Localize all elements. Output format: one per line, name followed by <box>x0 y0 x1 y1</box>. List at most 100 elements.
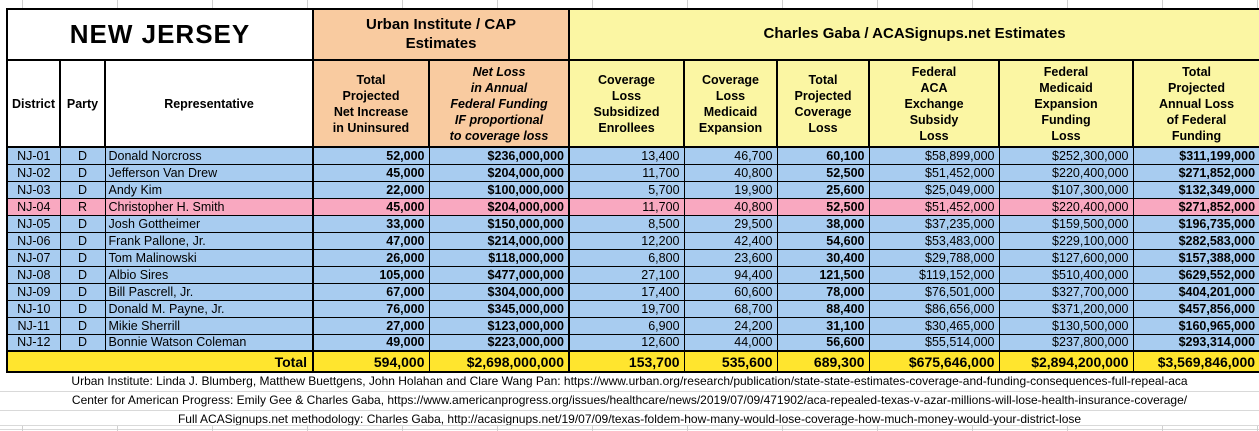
value-cell: 25,600 <box>776 180 870 199</box>
party-cell: D <box>59 282 106 301</box>
district-cell: NJ-05 <box>6 214 61 233</box>
representative-cell: Donald Norcross <box>104 146 314 165</box>
representative-cell: Frank Pallone, Jr. <box>104 231 314 250</box>
value-cell: $271,852,000 <box>1132 197 1259 216</box>
value-cell: 31,100 <box>776 316 870 335</box>
value-cell: 78,000 <box>776 282 870 301</box>
value-cell: 17,400 <box>568 282 685 301</box>
value-cell: $237,800,000 <box>998 333 1134 352</box>
value-cell: $196,735,000 <box>1132 214 1259 233</box>
value-cell: $107,300,000 <box>998 180 1134 199</box>
value-cell: $220,400,000 <box>998 163 1134 182</box>
col-header-medicaid-expansion-funding-loss: Federal Medicaid Expansion Funding Loss <box>998 59 1135 148</box>
district-cell: NJ-10 <box>6 299 61 318</box>
party-cell: R <box>59 197 106 216</box>
value-cell: 11,700 <box>568 197 685 216</box>
value-cell: $327,700,000 <box>998 282 1134 301</box>
state-title: NEW JERSEY <box>6 8 314 61</box>
district-row: NJ-08 D Albio Sires 105,000 $477,000,000 27,1… <box>6 265 1259 284</box>
footnote-urban-institute: Urban Institute: Linda J. Blumberg, Matt… <box>0 373 1259 392</box>
value-cell: $55,514,000 <box>868 333 1000 352</box>
value-cell: $477,000,000 <box>428 265 570 284</box>
col-header-party: Party <box>59 59 106 148</box>
value-cell: $629,552,000 <box>1132 265 1259 284</box>
district-row: NJ-04 R Christopher H. Smith 45,000 $204,000… <box>6 197 1259 216</box>
col-header-aca-exchange-subsidy-loss: Federal ACA Exchange Subsidy Loss <box>868 59 1001 148</box>
value-cell: 5,700 <box>568 180 685 199</box>
value-cell: 76,000 <box>312 299 430 318</box>
table-body: NJ-01 D Donald Norcross 52,000 $236,000,000 1… <box>6 146 1259 352</box>
party-cell: D <box>59 299 106 318</box>
representative-cell: Albio Sires <box>104 265 314 284</box>
district-cell: NJ-11 <box>6 316 61 335</box>
district-cell: NJ-03 <box>6 180 61 199</box>
footnote-center-american-progress: Center for American Progress: Emily Gee … <box>0 392 1259 411</box>
value-cell: 11,700 <box>568 163 685 182</box>
total-net-increase-uninsured: 594,000 <box>312 350 430 373</box>
district-row: NJ-05 D Josh Gottheimer 33,000 $150,000,000 8… <box>6 214 1259 233</box>
value-cell: 26,000 <box>312 248 430 267</box>
representative-cell: Andy Kim <box>104 180 314 199</box>
col-header-coverage-loss-subsidized: Coverage Loss Subsidized Enrollees <box>568 59 686 148</box>
district-cell: NJ-04 <box>6 197 61 216</box>
value-cell: $130,500,000 <box>998 316 1134 335</box>
district-row: NJ-07 D Tom Malinowski 26,000 $118,000,000 6,… <box>6 248 1259 267</box>
group-header-urban-cap: Urban Institute / CAP Estimates <box>311 8 571 61</box>
representative-cell: Donald M. Payne, Jr. <box>104 299 314 318</box>
value-cell: 45,000 <box>312 197 430 216</box>
value-cell: 52,500 <box>776 163 870 182</box>
value-cell: 40,800 <box>683 197 778 216</box>
value-cell: $220,400,000 <box>998 197 1134 216</box>
value-cell: 105,000 <box>312 265 430 284</box>
footnotes: Urban Institute: Linda J. Blumberg, Matt… <box>0 373 1259 430</box>
representative-cell: Bonnie Watson Coleman <box>104 333 314 352</box>
value-cell: 6,800 <box>568 248 685 267</box>
total-coverage-loss-medicaid: 535,600 <box>683 350 778 373</box>
value-cell: 27,000 <box>312 316 430 335</box>
value-cell: 29,500 <box>683 214 778 233</box>
value-cell: 24,200 <box>683 316 778 335</box>
value-cell: 54,600 <box>776 231 870 250</box>
value-cell: $119,152,000 <box>868 265 1000 284</box>
value-cell: 19,700 <box>568 299 685 318</box>
party-cell: D <box>59 180 106 199</box>
district-cell: NJ-07 <box>6 248 61 267</box>
value-cell: $304,000,000 <box>428 282 570 301</box>
total-coverage-loss-subsidized: 153,700 <box>568 350 685 373</box>
party-cell: D <box>59 163 106 182</box>
party-cell: D <box>59 146 106 165</box>
value-cell: 12,200 <box>568 231 685 250</box>
total-annual-federal-funding-loss: $3,569,846,000 <box>1132 350 1259 373</box>
col-header-district: District <box>6 59 61 148</box>
party-cell: D <box>59 333 106 352</box>
value-cell: $118,000,000 <box>428 248 570 267</box>
column-header-row: District Party Representative Total Proj… <box>6 59 1259 148</box>
district-row: NJ-11 D Mikie Sherrill 27,000 $123,000,000 6,… <box>6 316 1259 335</box>
representative-cell: Christopher H. Smith <box>104 197 314 216</box>
value-cell: $29,788,000 <box>868 248 1000 267</box>
total-net-loss-federal-funding: $2,698,000,000 <box>428 350 570 373</box>
value-cell: $160,965,000 <box>1132 316 1259 335</box>
total-row: Total 594,000 $2,698,000,000 153,700 535… <box>6 350 1259 373</box>
value-cell: 60,100 <box>776 146 870 165</box>
value-cell: 30,400 <box>776 248 870 267</box>
value-cell: 13,400 <box>568 146 685 165</box>
party-cell: D <box>59 316 106 335</box>
value-cell: $223,000,000 <box>428 333 570 352</box>
value-cell: $100,000,000 <box>428 180 570 199</box>
district-cell: NJ-02 <box>6 163 61 182</box>
district-cell: NJ-12 <box>6 333 61 352</box>
value-cell: $37,235,000 <box>868 214 1000 233</box>
col-header-net-loss-federal-funding: Net Loss in Annual Federal Funding IF pr… <box>427 59 571 148</box>
party-cell: D <box>59 214 106 233</box>
value-cell: 121,500 <box>776 265 870 284</box>
value-cell: $204,000,000 <box>428 163 570 182</box>
value-cell: 52,000 <box>312 146 430 165</box>
col-header-representative: Representative <box>104 59 314 148</box>
representative-cell: Tom Malinowski <box>104 248 314 267</box>
value-cell: 60,600 <box>683 282 778 301</box>
value-cell: $293,314,000 <box>1132 333 1259 352</box>
value-cell: $371,200,000 <box>998 299 1134 318</box>
value-cell: $214,000,000 <box>428 231 570 250</box>
sheet-gridlines-top <box>0 0 1259 8</box>
